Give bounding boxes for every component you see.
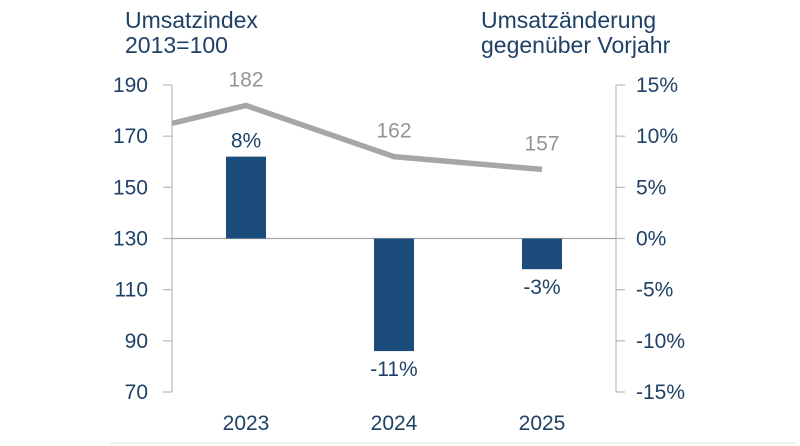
right-axis-tick-label: 5% (636, 176, 666, 199)
left-axis-tick-label: 110 (115, 279, 148, 302)
right-axis-title-line2: gegenüber Vorjahr (481, 32, 671, 58)
x-axis-year-label: 2024 (371, 412, 418, 435)
bar-value-label: -3% (523, 276, 560, 299)
left-axis-tick-label: 170 (113, 125, 148, 148)
index-line (171, 102, 543, 173)
x-axis-year-label: 2023 (223, 412, 270, 435)
bar-2023 (226, 156, 266, 239)
left-axis-tick-label: 70 (125, 381, 148, 404)
bar-2025 (522, 238, 562, 270)
index-value-label: 182 (228, 68, 263, 91)
index-value-label: 157 (524, 132, 559, 155)
right-axis-tick-label: 15% (636, 74, 678, 97)
left-axis-tick-label: 90 (125, 330, 148, 353)
left-axis-tick-label: 190 (113, 74, 148, 97)
left-axis-title: Umsatzindex 2013=100 (125, 8, 258, 58)
left-axis-tick-label: 150 (113, 176, 148, 199)
right-axis-title: Umsatzänderung gegenüber Vorjahr (481, 8, 670, 58)
right-axis-tick-label: -5% (636, 279, 673, 302)
right-axis-tick-label: -15% (636, 381, 685, 404)
right-axis-tick-label: 10% (636, 125, 678, 148)
x-axis-year-label: 2025 (519, 412, 566, 435)
bar-2024 (374, 238, 414, 352)
right-axis-tick-label: -10% (636, 330, 685, 353)
bar-value-label: -11% (370, 358, 417, 381)
right-axis-tick-label: 0% (636, 228, 666, 251)
index-value-label: 162 (376, 120, 411, 143)
right-axis-title-line1: Umsatzänderung (481, 7, 657, 33)
left-axis-title-line2: 2013=100 (125, 32, 228, 58)
bar-value-label: 8% (231, 130, 261, 153)
left-axis-tick-label: 130 (113, 228, 148, 251)
left-axis-title-line1: Umsatzindex (125, 7, 258, 33)
